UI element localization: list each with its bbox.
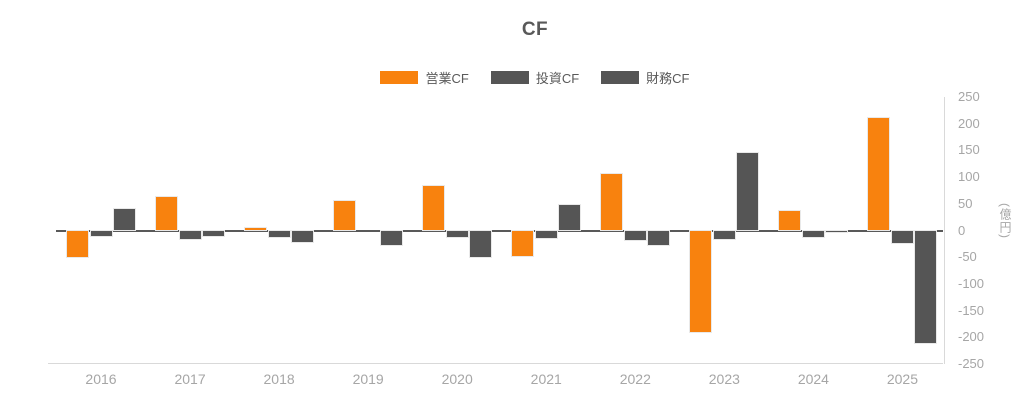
- bar-operating-cf-2020: [423, 185, 445, 231]
- x-axis-label-2022: 2022: [619, 371, 651, 387]
- legend-swatch-investing-cf: [490, 71, 529, 84]
- bar-financing-cf-2024: [826, 230, 848, 233]
- bar-financing-cf-2019: [381, 230, 403, 246]
- bar-investing-cf-2025: [891, 230, 913, 244]
- x-axis-label-2023: 2023: [708, 371, 740, 387]
- y-axis-tick-150: 150: [958, 142, 980, 158]
- bar-operating-cf-2021: [512, 230, 534, 256]
- legend-label-investing-cf: 投資CF: [535, 71, 580, 86]
- bar-operating-cf-2024: [779, 211, 801, 231]
- legend-item-investing-cf[interactable]: 投資CF: [490, 68, 580, 87]
- bar-operating-cf-2016: [67, 230, 88, 258]
- bar-investing-cf-2020: [446, 230, 468, 237]
- legend-swatch-operating-cf: [380, 71, 419, 84]
- bar-financing-cf-2022: [648, 230, 670, 246]
- bar-investing-cf-2016: [90, 230, 112, 236]
- y-axis-tick--150: -150: [958, 302, 985, 318]
- legend-label-financing-cf: 財務CF: [646, 71, 690, 86]
- chart-title: CF: [521, 19, 549, 40]
- bar-investing-cf-2023: [713, 230, 735, 239]
- legend-label-operating-cf: 営業CF: [425, 71, 469, 86]
- bar-financing-cf-2017: [203, 230, 225, 237]
- legend-item-operating-cf[interactable]: 営業CF: [380, 68, 469, 87]
- bar-investing-cf-2018: [268, 230, 290, 238]
- bar-operating-cf-2022: [601, 173, 623, 231]
- bar-investing-cf-2021: [535, 230, 557, 238]
- bar-investing-cf-2017: [179, 230, 201, 239]
- x-axis-line: [48, 363, 943, 364]
- x-axis-label-2016: 2016: [85, 371, 117, 387]
- legend-item-financing-cf[interactable]: 財務CF: [601, 68, 690, 87]
- bar-investing-cf-2024: [802, 230, 824, 237]
- bar-operating-cf-2025: [868, 118, 890, 231]
- y-axis-tick--100: -100: [958, 275, 985, 291]
- x-axis-label-2025: 2025: [886, 371, 919, 387]
- y-axis-tick-250: 250: [958, 89, 980, 104]
- y-axis-tick--250: -250: [958, 356, 985, 371]
- x-axis-label-2019: 2019: [352, 371, 384, 387]
- x-axis-label-2024: 2024: [797, 371, 829, 387]
- bar-operating-cf-2019: [334, 201, 356, 231]
- y-axis-line: [944, 97, 945, 364]
- bar-operating-cf-2018: [245, 227, 267, 231]
- y-axis-tick-200: 200: [958, 115, 980, 131]
- x-axis-label-2018: 2018: [263, 371, 295, 387]
- bar-financing-cf-2025: [915, 230, 937, 343]
- plot-area: [56, 97, 943, 364]
- chart-header: CF: [60, 19, 1010, 41]
- x-axis-label-2017: 2017: [174, 371, 206, 387]
- bar-operating-cf-2017: [156, 196, 178, 231]
- bar-financing-cf-2018: [292, 230, 314, 242]
- y-axis-tick-0: 0: [958, 222, 966, 238]
- bar-operating-cf-2023: [690, 230, 712, 332]
- y-axis-unit-label: (億円): [998, 203, 1012, 239]
- y-axis-tick-100: 100: [958, 169, 980, 185]
- x-axis-label-2021: 2021: [530, 371, 562, 387]
- bar-financing-cf-2021: [559, 205, 581, 231]
- bar-financing-cf-2016: [114, 209, 135, 231]
- y-axis-tick--50: -50: [958, 249, 977, 265]
- bar-financing-cf-2020: [470, 230, 492, 258]
- x-axis-label-2020: 2020: [441, 371, 473, 387]
- bar-investing-cf-2022: [624, 230, 646, 241]
- legend-swatch-financing-cf: [601, 71, 640, 84]
- y-axis-tick--200: -200: [958, 329, 985, 345]
- legend: 営業CF 投資CF 財務CF: [60, 68, 1010, 87]
- zero-axis-line: [56, 229, 943, 232]
- bar-financing-cf-2023: [737, 152, 759, 231]
- y-axis-tick-50: 50: [958, 195, 973, 211]
